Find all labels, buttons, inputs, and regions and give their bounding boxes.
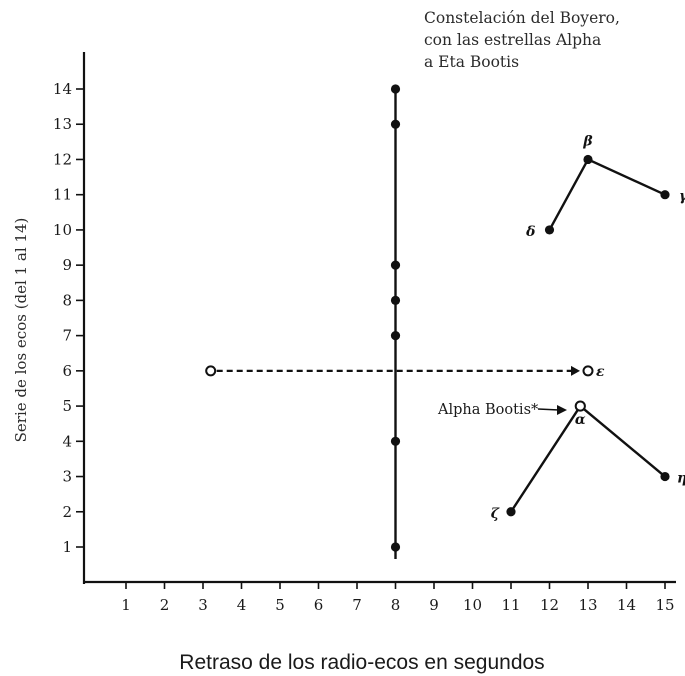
x-tick-label: 8 [391,596,401,614]
echo-point [390,542,401,552]
star-point [506,507,516,517]
star-point [660,471,670,482]
y-tick-label: 8 [62,291,72,309]
x-tick-label: 5 [275,596,285,614]
y-axis-label: Serie de los ecos (del 1 al 14) [12,218,30,443]
y-tick-label: 10 [53,221,72,239]
star-label: δ [525,224,535,240]
x-tick-label: 12 [540,596,559,614]
y-tick-label: 1 [62,538,72,556]
epsilon-label: ε [596,364,605,380]
x-tick-label: 15 [655,596,674,614]
constellation-lower-line [509,404,666,513]
y-tick-label: 4 [62,432,72,450]
x-tick-label: 9 [429,596,439,614]
star-label: β [582,133,593,149]
echo-point [390,119,401,129]
star-point [583,154,593,165]
title-line-2: con las estrellas Alpha [424,31,601,49]
constellation-upper-line [548,157,666,231]
epsilon-origin-point [205,365,217,377]
star-point [574,400,586,412]
epsilon-point [582,365,594,377]
x-tick-label: 11 [501,596,520,614]
x-tick-label: 3 [198,596,208,614]
star-label: α [575,412,586,428]
star-point [660,190,670,200]
alpha-bootis-arrowhead [557,405,567,415]
axes [76,52,676,589]
alpha-bootis-arrow-line [537,408,560,411]
series-lines [216,89,666,559]
y-tick-label: 13 [53,115,72,133]
alpha-bootis-annotation: Alpha Bootis* [437,402,567,418]
y-tick-label: 2 [62,503,72,521]
x-tick-label: 2 [160,596,170,614]
x-tick-label: 14 [617,596,636,614]
echo-point [390,331,401,341]
x-axis-label: Retraso de los radio-ecos en segundos [179,651,544,674]
echo-point [390,295,401,305]
point-labels: ε δ β γ ζ α η [491,133,685,521]
star-label: η [677,471,685,487]
y-tick-label: 12 [53,150,72,168]
x-tick-label: 10 [463,596,482,614]
y-tick-label: 9 [62,256,72,274]
data-points [205,84,670,552]
title-line-3: a Eta Bootis [424,53,519,71]
x-tick-labels: 1 2 3 4 5 6 7 8 9 10 11 12 13 14 15 [121,596,674,614]
echo-point [390,260,401,270]
chart-title: Constelación del Boyero, con las estrell… [424,9,620,71]
x-tick-label: 13 [578,596,597,614]
y-tick-label: 7 [62,327,72,345]
epsilon-arrowhead [571,365,580,376]
x-tick-label: 6 [314,596,324,614]
echo-point [390,84,401,94]
x-tick-label: 4 [237,596,247,614]
star-point [544,225,555,235]
star-label: ζ [491,506,500,522]
y-tick-label: 3 [62,468,72,486]
y-tick-label: 5 [62,397,72,415]
star-label: γ [679,189,685,205]
alpha-bootis-label: Alpha Bootis* [437,402,539,418]
y-tick-label: 6 [62,362,72,380]
title-line-1: Constelación del Boyero, [424,9,620,27]
echo-point [390,436,401,446]
y-tick-label: 14 [53,80,72,98]
x-tick-label: 7 [352,596,362,614]
y-tick-label: 11 [53,186,72,204]
x-tick-label: 1 [121,596,131,614]
